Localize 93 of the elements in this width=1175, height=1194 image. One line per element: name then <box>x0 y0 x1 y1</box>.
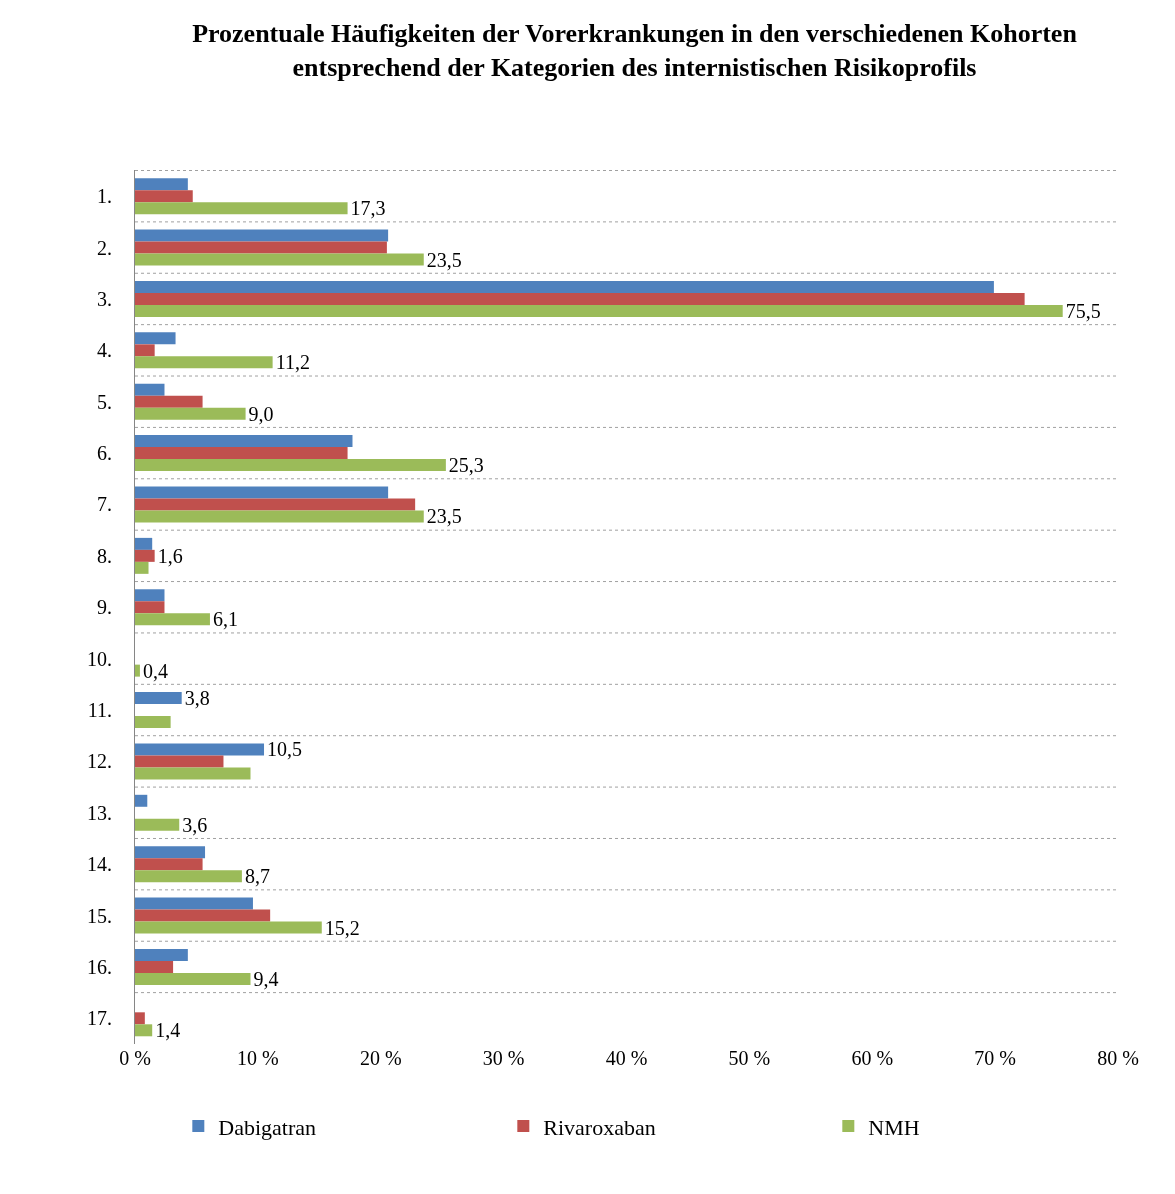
bar <box>135 510 424 523</box>
bar <box>135 818 180 831</box>
bar <box>135 589 165 602</box>
x-tick-label: 50 % <box>728 1047 771 1069</box>
data-label: 15,2 <box>324 916 360 939</box>
y-tick-label: 10. <box>87 647 112 670</box>
bar <box>135 447 348 460</box>
data-label: 23,5 <box>426 248 462 271</box>
bar <box>135 858 203 871</box>
y-tick-label: 6. <box>97 442 112 465</box>
data-label: 1,6 <box>157 544 183 567</box>
data-label: 23,5 <box>426 505 462 528</box>
x-tick-label: 40 % <box>605 1047 648 1069</box>
x-tick-label: 80 % <box>1097 1047 1139 1069</box>
bar <box>135 486 389 499</box>
bar <box>135 229 389 242</box>
bar <box>135 846 206 859</box>
x-tick-label: 60 % <box>851 1047 894 1069</box>
legend-label: Dabigatran <box>218 1114 317 1140</box>
bar <box>135 178 188 191</box>
bar <box>135 613 210 626</box>
data-label: 3,8 <box>184 687 210 710</box>
bar <box>135 692 182 705</box>
bar <box>135 960 174 973</box>
bar <box>135 459 446 472</box>
bar <box>135 601 165 614</box>
bar <box>135 280 994 293</box>
bar <box>135 561 149 574</box>
data-label: 75,5 <box>1065 299 1101 322</box>
bar <box>135 356 273 369</box>
bar <box>135 395 203 408</box>
bar <box>135 190 193 203</box>
bar <box>135 767 251 780</box>
y-tick-label: 17. <box>87 1007 112 1030</box>
data-label: 25,3 <box>448 454 484 477</box>
data-label: 11,2 <box>275 351 310 374</box>
bar <box>135 664 140 677</box>
bar <box>135 755 224 768</box>
data-label: 9,0 <box>248 402 274 425</box>
y-tick-label: 8. <box>97 544 112 567</box>
bar <box>135 1024 153 1037</box>
x-tick-label: 30 % <box>482 1047 525 1069</box>
bar <box>135 921 322 934</box>
data-label: 17,3 <box>350 197 386 220</box>
bar <box>135 870 242 883</box>
y-tick-label: 4. <box>97 339 112 362</box>
x-tick-label: 0 % <box>119 1047 151 1069</box>
bar <box>135 794 148 807</box>
data-label: 8,7 <box>244 865 270 888</box>
y-tick-label: 13. <box>87 801 112 824</box>
bar <box>135 292 1025 305</box>
data-label: 9,4 <box>253 967 279 990</box>
bar <box>135 498 416 511</box>
bar <box>135 332 176 345</box>
bar <box>135 537 153 550</box>
bar <box>135 304 1063 317</box>
bar <box>135 549 155 562</box>
legend-label: Rivaroxaban <box>543 1114 656 1140</box>
bar <box>135 1012 145 1025</box>
data-label: 0,4 <box>142 659 168 682</box>
bar <box>135 383 165 396</box>
y-tick-label: 14. <box>87 853 112 876</box>
y-tick-label: 5. <box>97 390 112 413</box>
chart-title: Prozentuale Häufigkeiten der Vorerkrankungen in den verschiedenen Kohorten entsprechend der Kategorien des internistischen Risikoprofils <box>192 18 1078 82</box>
data-label: 1,4 <box>155 1019 181 1042</box>
x-tick-label: 20 % <box>359 1047 402 1069</box>
x-tick-label: 10 % <box>237 1047 279 1069</box>
data-label: 6,1 <box>212 608 238 631</box>
data-label: 3,6 <box>182 813 208 836</box>
legend-label: NMH <box>868 1114 920 1140</box>
y-tick-label: 3. <box>97 287 112 310</box>
bar <box>135 716 171 728</box>
bar <box>135 435 353 448</box>
y-tick-label: 7. <box>97 493 112 516</box>
bar <box>135 743 265 756</box>
bar <box>135 948 188 961</box>
y-tick-label: 2. <box>97 236 112 259</box>
bar <box>135 253 424 266</box>
bar <box>135 202 348 215</box>
data-label: 10,5 <box>267 738 303 761</box>
bar <box>135 407 246 420</box>
y-tick-label: 15. <box>87 904 112 927</box>
y-tick-label: 1. <box>97 185 112 208</box>
y-tick-label: 9. <box>97 596 112 619</box>
bar <box>135 241 387 254</box>
bar <box>135 344 155 357</box>
bar <box>135 909 271 922</box>
x-tick-label: 70 % <box>974 1047 1016 1069</box>
y-tick-label: 12. <box>87 750 112 773</box>
y-tick-label: 11. <box>87 699 112 722</box>
bar <box>135 972 251 985</box>
y-tick-label: 16. <box>87 955 112 978</box>
bar <box>135 897 253 910</box>
